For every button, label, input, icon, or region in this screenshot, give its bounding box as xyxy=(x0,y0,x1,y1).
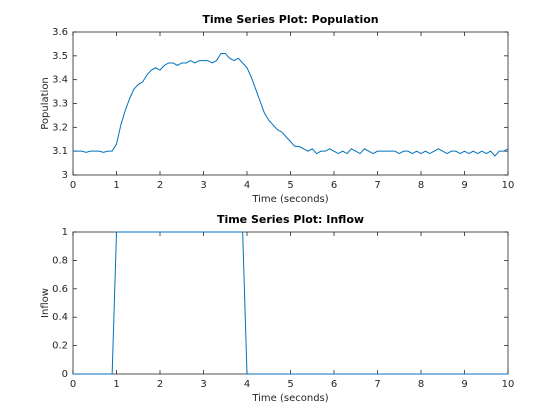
x-tick-label: 5 xyxy=(287,180,293,191)
x-tick-label: 4 xyxy=(244,379,250,390)
y-tick-label: 0.4 xyxy=(52,312,68,323)
x-axis-label: Time (seconds) xyxy=(251,194,328,205)
x-tick-label: 7 xyxy=(374,379,380,390)
x-tick-label: 8 xyxy=(418,180,424,191)
data-line xyxy=(73,52,509,157)
y-tick-label: 0.6 xyxy=(52,284,68,295)
data-line xyxy=(73,231,508,375)
x-tick-label: 10 xyxy=(502,180,515,191)
x-tick-label: 9 xyxy=(461,180,467,191)
x-tick-label: 3 xyxy=(200,180,206,191)
x-tick-label: 0 xyxy=(70,180,76,191)
x-tick-label: 2 xyxy=(157,180,163,191)
x-tick-label: 5 xyxy=(287,379,293,390)
y-tick-label: 3.6 xyxy=(52,27,68,38)
y-tick-label: 0 xyxy=(62,369,68,380)
x-tick-label: 1 xyxy=(113,180,119,191)
y-tick-label: 3.1 xyxy=(52,146,68,157)
x-tick-label: 3 xyxy=(200,379,206,390)
plot-area xyxy=(72,31,509,176)
y-tick-label: 3.4 xyxy=(52,75,68,86)
y-tick-label: 3.2 xyxy=(52,122,68,133)
x-tick-label: 6 xyxy=(331,180,337,191)
x-tick-label: 2 xyxy=(157,379,163,390)
x-tick-label: 6 xyxy=(331,379,337,390)
y-tick-label: 3.5 xyxy=(52,51,68,62)
chart-title: Time Series Plot: Inflow xyxy=(217,213,364,226)
plot-area xyxy=(72,231,509,375)
x-axis-label: Time (seconds) xyxy=(251,393,328,404)
y-tick-label: 3 xyxy=(62,170,68,181)
x-tick-label: 1 xyxy=(113,379,119,390)
y-tick-label: 0.2 xyxy=(52,341,68,352)
y-axis-label: Inflow xyxy=(40,288,51,318)
y-tick-label: 3.3 xyxy=(52,99,68,110)
y-tick-label: 0.8 xyxy=(52,255,68,266)
x-tick-label: 4 xyxy=(244,180,250,191)
x-tick-label: 10 xyxy=(502,379,515,390)
chart-title: Time Series Plot: Population xyxy=(202,13,378,26)
x-tick-label: 0 xyxy=(70,379,76,390)
x-tick-label: 7 xyxy=(374,180,380,191)
x-tick-label: 8 xyxy=(418,379,424,390)
y-tick-label: 1 xyxy=(62,227,68,238)
y-axis-label: Population xyxy=(40,77,51,130)
x-tick-label: 9 xyxy=(461,379,467,390)
